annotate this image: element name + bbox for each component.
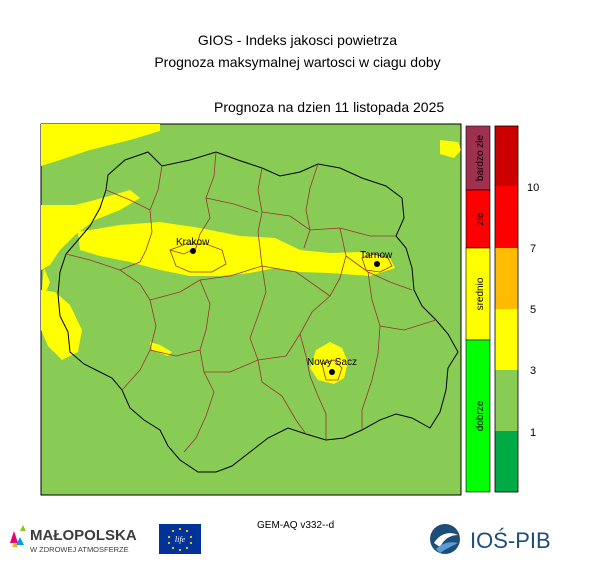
county-border bbox=[149, 265, 331, 301]
county-border bbox=[361, 271, 381, 430]
county-border bbox=[379, 319, 437, 331]
county-borders bbox=[65, 151, 437, 453]
ios-pib-logo: IOŚ-PIB bbox=[430, 524, 551, 554]
band-label-very-bad: bardzo złe bbox=[475, 134, 486, 181]
eu-life-mark: life bbox=[175, 535, 186, 544]
county-border bbox=[261, 381, 307, 435]
map-subtitle: Prognoza maksymalnej wartosci w ciagu do… bbox=[154, 54, 441, 70]
county-border bbox=[65, 253, 151, 301]
zone-south-streak bbox=[150, 342, 172, 356]
map-frame bbox=[40, 123, 462, 496]
scale-tick-label: 3 bbox=[530, 365, 536, 377]
band-bad bbox=[465, 189, 491, 249]
county-border bbox=[299, 333, 327, 440]
band-moderate bbox=[465, 247, 491, 341]
county-border bbox=[119, 165, 163, 271]
city-marker bbox=[190, 248, 196, 254]
band-good bbox=[465, 339, 491, 493]
malopolska-logo: MAŁOPOLSKA W ZDROWEJ ATMOSFERZE bbox=[10, 525, 137, 554]
malopolska-emblem-icon bbox=[10, 525, 26, 547]
county-border bbox=[257, 167, 263, 267]
county-border bbox=[183, 391, 215, 453]
city-nowy-sacz: Nowy Sacz bbox=[307, 357, 357, 375]
band-label-bad: złe bbox=[475, 212, 486, 225]
band-label-moderate: srednio bbox=[475, 277, 486, 310]
scale-segment bbox=[495, 431, 518, 492]
model-version-label: GEM-AQ v332--d bbox=[257, 520, 335, 531]
malopolska-name: MAŁOPOLSKA bbox=[30, 527, 137, 544]
scale-segment bbox=[495, 126, 518, 186]
zone-north-west bbox=[41, 124, 160, 166]
scale-segment bbox=[495, 309, 518, 370]
zone-east-edge bbox=[440, 140, 461, 158]
county-border bbox=[345, 255, 413, 291]
city-marker bbox=[329, 369, 335, 375]
city-tarnow: Tarnow bbox=[360, 250, 393, 267]
zone-nowy-sacz bbox=[310, 342, 348, 384]
map-title: GIOS - Indeks jakosci powietrza bbox=[197, 32, 398, 48]
city-krakow: Krakow bbox=[176, 237, 210, 254]
forecast-date: Prognoza na dzien 11 listopada 2025 bbox=[214, 99, 445, 115]
scale-segment bbox=[495, 186, 518, 248]
ios-emblem-icon bbox=[430, 524, 460, 554]
county-border bbox=[321, 359, 343, 381]
zone-west-strip bbox=[42, 268, 50, 292]
county-border bbox=[261, 211, 396, 237]
county-border bbox=[149, 349, 201, 357]
scale-tick-label: 5 bbox=[530, 304, 536, 316]
city-label: Tarnow bbox=[360, 250, 393, 261]
scale-frame bbox=[494, 125, 519, 493]
quality-category-legend: bardzo złe złe srednio dobrze bbox=[465, 125, 491, 493]
city-label: Krakow bbox=[176, 237, 210, 248]
eu-life-logo: life bbox=[159, 524, 201, 554]
zone-south-west bbox=[41, 290, 82, 360]
index-color-scale: 10 7 5 3 1 bbox=[494, 125, 539, 493]
ios-pib-name: IOŚ-PIB bbox=[470, 528, 551, 553]
county-border bbox=[169, 151, 217, 255]
county-border bbox=[361, 253, 393, 273]
scale-tick-label: 1 bbox=[530, 427, 536, 439]
county-border bbox=[204, 333, 301, 373]
county-border bbox=[303, 163, 319, 249]
county-border bbox=[299, 227, 347, 335]
scale-tick-label: 10 bbox=[527, 182, 539, 194]
county-border bbox=[199, 279, 215, 393]
moderate-zones bbox=[41, 124, 461, 384]
scale-segment bbox=[495, 370, 518, 431]
band-label-good: dobrze bbox=[475, 400, 486, 431]
city-marker bbox=[374, 261, 380, 267]
scale-tick-label: 7 bbox=[530, 243, 536, 255]
zone-krakow-belt bbox=[78, 222, 395, 276]
county-border bbox=[205, 197, 259, 213]
malopolska-tagline: W ZDROWEJ ATMOSFERZE bbox=[30, 545, 129, 554]
county-border bbox=[169, 243, 227, 273]
county-border bbox=[105, 189, 151, 211]
zone-west bbox=[41, 190, 140, 270]
eu-stars-icon bbox=[167, 527, 193, 552]
county-border bbox=[249, 265, 267, 383]
scale-segment bbox=[495, 248, 518, 309]
city-label: Nowy Sacz bbox=[307, 357, 357, 368]
